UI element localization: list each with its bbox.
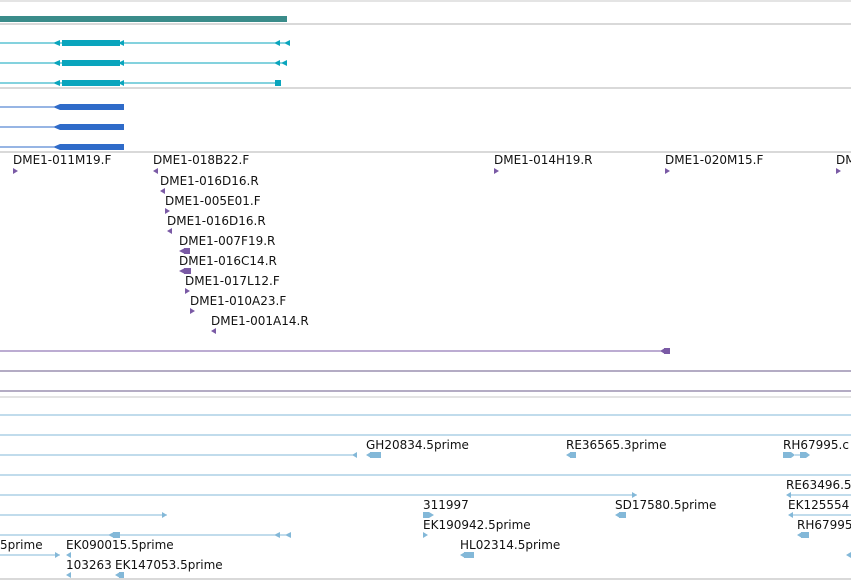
cdna-label: RE36565.3prime <box>566 438 667 452</box>
cdna-label: 103263 <box>66 558 112 572</box>
cdna-label: EK125554 <box>788 498 849 512</box>
transcript-model[interactable] <box>0 40 290 46</box>
est-clone-feature[interactable]: DME1-005E01.F <box>165 194 261 214</box>
cdna-feature[interactable]: RE36565.3prime <box>566 438 667 458</box>
est-clone-label: DME1-014H19.R <box>494 153 593 167</box>
gene-span-bar[interactable] <box>0 16 287 22</box>
est-clone-label: DME1-010A23.F <box>190 294 286 308</box>
cdna-feature[interactable]: GH20834.5prime <box>366 438 469 458</box>
cdna-feature[interactable] <box>0 492 637 498</box>
est-clone-feature[interactable]: DME1-011M19.F <box>13 153 111 174</box>
est-clone-track: DME1-011M19.F DME1-018B22.F DME1-016D16.… <box>13 153 851 334</box>
est-clone-feature[interactable]: DME1-017L12.F <box>185 274 280 294</box>
cdna-feature[interactable]: EK090015.5prime <box>66 538 174 558</box>
cdna-label: RH67995 <box>797 518 851 532</box>
cdna-label: HL02314.5prime <box>460 538 560 552</box>
est-clone-feature[interactable]: DME1-001A14.R <box>211 314 309 334</box>
cds-model[interactable] <box>0 124 124 130</box>
cdna-feature[interactable]: RE63496.5 <box>786 478 851 498</box>
est-clone-feature[interactable]: DME1-010A23.F <box>190 294 286 314</box>
est-clone-feature[interactable]: DME1-016D16.R <box>160 174 259 194</box>
est-clone-label: DME1-007F19.R <box>179 234 275 248</box>
cdna-track: GH20834.5prime RE36565.3prime RH67995.c … <box>0 414 851 578</box>
est-clone-feature[interactable]: DM <box>836 153 851 174</box>
cds-model[interactable] <box>0 144 124 150</box>
est-clone-label: DM <box>836 153 851 167</box>
est-alignment[interactable] <box>0 348 670 354</box>
cdna-label: SD17580.5prime <box>615 498 716 512</box>
cdna-label: EK190942.5prime <box>423 518 531 532</box>
est-clone-label: DME1-011M19.F <box>13 153 111 167</box>
est-clone-feature[interactable]: DME1-007F19.R <box>179 234 275 254</box>
est-clone-feature[interactable]: DME1-020M15.F <box>665 153 763 174</box>
cdna-label: 311997 <box>423 498 469 512</box>
est-clone-feature[interactable]: DME1-018B22.F <box>153 153 249 174</box>
est-clone-feature[interactable]: DME1-016D16.R <box>167 214 266 234</box>
cdna-label: EK090015.5prime <box>66 538 174 552</box>
est-clone-label: DME1-005E01.F <box>165 194 261 208</box>
cdna-feature[interactable] <box>0 512 167 518</box>
cdna-feature[interactable]: EK147053.5prime <box>115 558 223 578</box>
cdna-feature[interactable]: 103263 <box>66 558 112 578</box>
cds-model[interactable] <box>0 104 124 110</box>
cdna-feature[interactable] <box>846 552 851 558</box>
cdna-feature[interactable]: SD17580.5prime <box>615 498 716 518</box>
est-clone-label: DME1-016D16.R <box>160 174 259 188</box>
est-clone-label: DME1-020M15.F <box>665 153 763 167</box>
cdna-feature[interactable]: RH67995.c <box>783 438 849 458</box>
cdna-feature[interactable]: RH67995 <box>797 518 851 538</box>
est-clone-feature[interactable]: DME1-016C14.R <box>179 254 277 274</box>
cdna-label: RH67995.c <box>783 438 849 452</box>
est-clone-label: DME1-016C14.R <box>179 254 277 268</box>
cdna-feature[interactable] <box>0 532 291 538</box>
cdna-label: EK147053.5prime <box>115 558 223 572</box>
cdna-feature[interactable] <box>0 452 357 458</box>
est-clone-label: DME1-001A14.R <box>211 314 309 328</box>
cdna-label: 5prime <box>0 538 43 552</box>
cdna-feature[interactable]: HL02314.5prime <box>460 538 560 558</box>
cds-track <box>0 104 124 150</box>
transcript-model[interactable] <box>0 80 281 86</box>
cdna-feature[interactable]: EK125554 <box>788 498 851 518</box>
transcript-model[interactable] <box>0 60 287 66</box>
cdna-label: RE63496.5 <box>786 478 851 492</box>
cdna-feature[interactable]: 5prime <box>0 538 60 558</box>
est-clone-label: DME1-018B22.F <box>153 153 249 167</box>
transcript-track <box>0 40 290 86</box>
est-clone-feature[interactable]: DME1-014H19.R <box>494 153 593 174</box>
cdna-feature[interactable]: EK190942.5prime <box>423 518 531 538</box>
cdna-feature[interactable]: 311997 <box>423 498 469 518</box>
est-clone-label: DME1-016D16.R <box>167 214 266 228</box>
est-clone-label: DME1-017L12.F <box>185 274 280 288</box>
cdna-label: GH20834.5prime <box>366 438 469 452</box>
